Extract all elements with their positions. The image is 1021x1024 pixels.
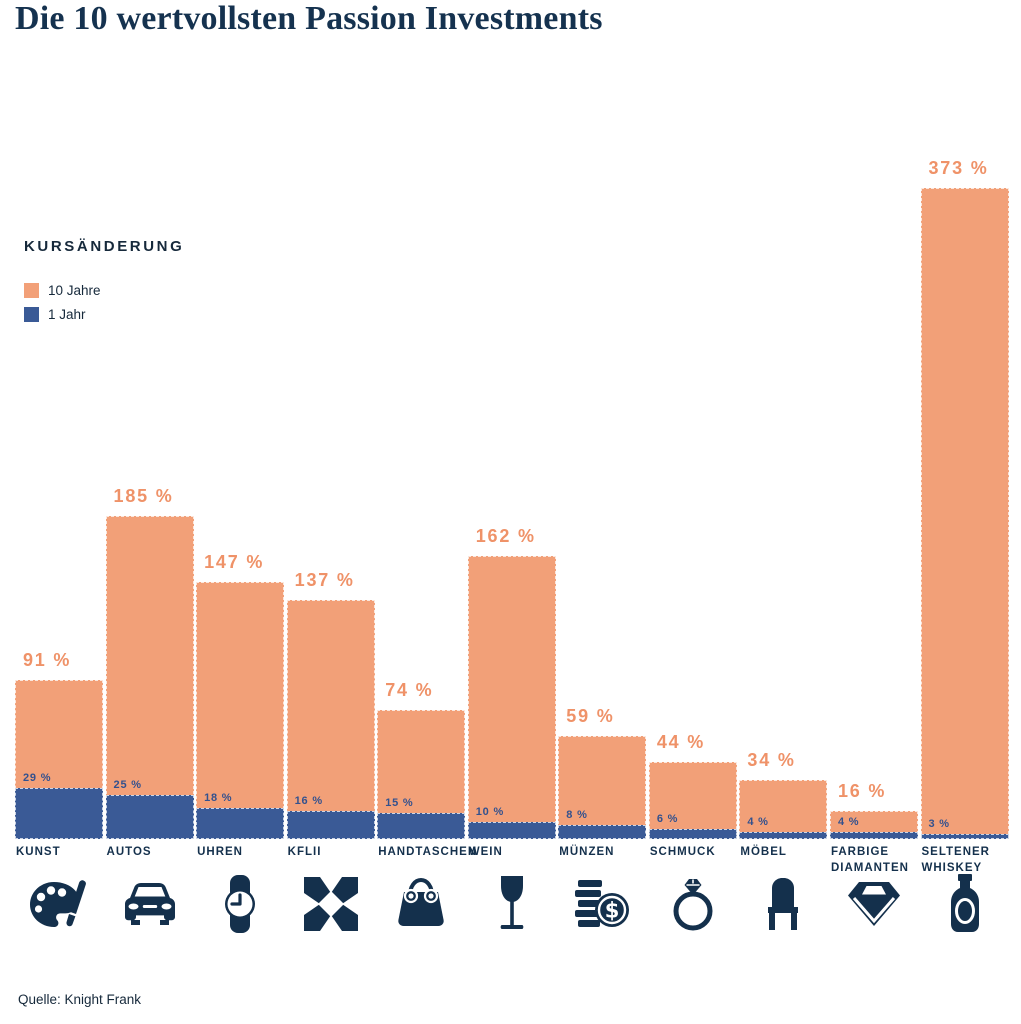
bar-10-jahre xyxy=(286,599,375,839)
bar-value-10-jahre: 185 % xyxy=(113,486,174,507)
bar-chart: 91 % 29 % Kunst 185 % 25 % Autos 147 % 18 % Uhre… xyxy=(0,158,1021,933)
kflii-logo-icon xyxy=(287,868,375,940)
bar-1-jahr xyxy=(286,811,375,839)
legend-items: 10 Jahre 1 Jahr xyxy=(24,283,184,322)
bar-group: 137 % 16 % KFLII xyxy=(286,188,375,931)
legend-label-10-jahre: 10 Jahre xyxy=(48,283,101,298)
legend-heading: KURSÄNDERUNG xyxy=(24,238,185,255)
bar-value-1-jahr: 4 % xyxy=(747,816,769,829)
wine-glass-icon xyxy=(468,868,556,940)
category-label: Seltener Whiskey xyxy=(921,846,990,874)
bar-value-10-jahre: 44 % xyxy=(656,732,706,753)
bar-value-10-jahre: 91 % xyxy=(23,650,72,671)
category-label: Kunst xyxy=(16,846,61,858)
bar-group: 147 % 18 % Uhren xyxy=(196,188,285,933)
category-label: Möbel xyxy=(740,846,787,858)
bar-value-1-jahr: 15 % xyxy=(385,796,414,809)
legend-label-1-jahr: 1 Jahr xyxy=(48,307,86,322)
bar-1-jahr xyxy=(920,833,1009,839)
bar-1-jahr xyxy=(15,788,103,839)
ring-icon xyxy=(649,868,737,940)
bar-1-jahr xyxy=(467,821,556,839)
chair-icon xyxy=(739,868,827,940)
bar-value-1-jahr: 16 % xyxy=(294,795,323,808)
category-label: KFLII xyxy=(287,846,322,858)
category-label: Handtaschen xyxy=(378,846,478,858)
category-label: Münzen xyxy=(559,846,615,858)
bar-1-jahr xyxy=(558,825,647,839)
svg-text:$: $ xyxy=(605,899,620,923)
diamond-icon xyxy=(830,868,918,940)
bar-group: 74 % 15 % Handtaschen xyxy=(377,188,476,926)
bar-value-1-jahr: 18 % xyxy=(204,791,233,804)
bar-group: 162 % 10 % Wein xyxy=(467,188,556,929)
bar-1-jahr xyxy=(196,807,285,839)
palette-icon xyxy=(15,868,103,940)
category-label: Autos xyxy=(106,846,152,858)
bar-value-10-jahre: 16 % xyxy=(837,781,887,802)
handbag-icon xyxy=(377,868,465,940)
bar-value-1-jahr: 29 % xyxy=(23,772,52,785)
bar-10-jahre xyxy=(105,516,194,839)
bar-value-1-jahr: 10 % xyxy=(475,805,505,818)
bar-1-jahr xyxy=(739,832,828,839)
bar-value-1-jahr: 4 % xyxy=(837,816,860,829)
bar-1-jahr xyxy=(105,795,194,839)
bar-10-jahre xyxy=(467,556,556,839)
bar-value-10-jahre: 147 % xyxy=(204,552,265,573)
category-label: Schmuck xyxy=(649,846,716,858)
bar-10-jahre xyxy=(920,188,1009,839)
source-attribution: Quelle: Knight Frank xyxy=(18,992,142,1007)
car-icon xyxy=(106,868,194,940)
bar-1-jahr xyxy=(648,828,737,839)
bar-group: 185 % 25 % Autos xyxy=(105,188,194,925)
page-title: Die 10 wertvollsten Passion Investments xyxy=(15,0,603,37)
category-label: Farbige Diamanten xyxy=(830,846,909,874)
bar-group: 34 % 4 % Möbel xyxy=(739,188,828,930)
bar-value-1-jahr: 3 % xyxy=(928,817,950,830)
legend-item-1-jahr: 1 Jahr xyxy=(24,307,184,322)
bar-value-10-jahre: 59 % xyxy=(566,706,615,727)
category-label: Uhren xyxy=(197,846,243,858)
bar-group: 16 % 4 % Farbige Diamanten xyxy=(829,188,918,926)
legend-item-10-jahre: 10 Jahre xyxy=(24,283,184,298)
bar-10-jahre xyxy=(558,736,647,839)
bar-value-10-jahre: 162 % xyxy=(475,526,536,547)
bar-10-jahre xyxy=(739,779,828,839)
bar-group: 44 % 6 % Schmuck xyxy=(648,188,737,931)
bar-value-10-jahre: 373 % xyxy=(928,158,989,178)
legend-swatch-1-jahr-icon xyxy=(24,307,39,322)
bar-10-jahre xyxy=(648,762,737,839)
legend: KURSÄNDERUNG 10 Jahre 1 Jahr xyxy=(24,238,184,331)
bar-10-jahre xyxy=(196,582,285,839)
bar-1-jahr xyxy=(829,832,918,839)
bar-group: 59 % 8 % Münzen $ xyxy=(558,188,647,927)
bar-value-10-jahre: 34 % xyxy=(747,749,796,770)
bar-value-1-jahr: 6 % xyxy=(656,812,679,825)
whiskey-bottle-icon xyxy=(921,868,1009,940)
bar-group: 91 % 29 % Kunst xyxy=(15,188,103,927)
watch-icon xyxy=(196,868,284,940)
coins-icon: $ xyxy=(558,868,646,940)
bar-group: 373 % 3 % Seltener Whiskey xyxy=(920,158,1009,932)
bar-value-10-jahre: 74 % xyxy=(385,679,434,700)
legend-swatch-10-jahre-icon xyxy=(24,283,39,298)
bar-1-jahr xyxy=(377,812,466,839)
bar-value-1-jahr: 8 % xyxy=(566,809,588,822)
bar-value-1-jahr: 25 % xyxy=(113,779,142,792)
bar-value-10-jahre: 137 % xyxy=(294,569,355,590)
category-label: Wein xyxy=(468,846,503,858)
